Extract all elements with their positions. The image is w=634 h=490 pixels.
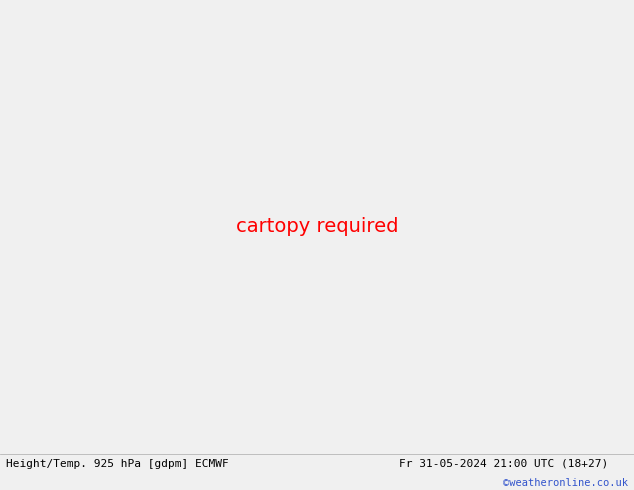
- Text: Height/Temp. 925 hPa [gdpm] ECMWF: Height/Temp. 925 hPa [gdpm] ECMWF: [6, 459, 229, 469]
- Text: ©weatheronline.co.uk: ©weatheronline.co.uk: [503, 478, 628, 488]
- Text: Fr 31-05-2024 21:00 UTC (18+27): Fr 31-05-2024 21:00 UTC (18+27): [399, 459, 609, 469]
- Text: cartopy required: cartopy required: [236, 217, 398, 236]
